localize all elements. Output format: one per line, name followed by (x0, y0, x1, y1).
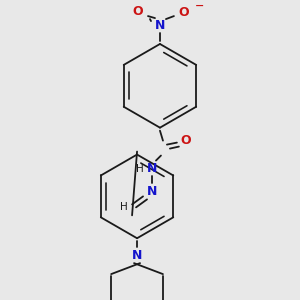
Text: N: N (147, 162, 157, 175)
Text: N: N (147, 185, 157, 198)
Text: O: O (178, 6, 189, 19)
Text: N: N (132, 249, 142, 262)
Text: H: H (120, 202, 128, 212)
Text: −: − (195, 1, 205, 11)
Text: O: O (181, 134, 191, 147)
Text: O: O (133, 4, 143, 18)
Text: H: H (136, 164, 144, 173)
Text: N: N (155, 19, 165, 32)
